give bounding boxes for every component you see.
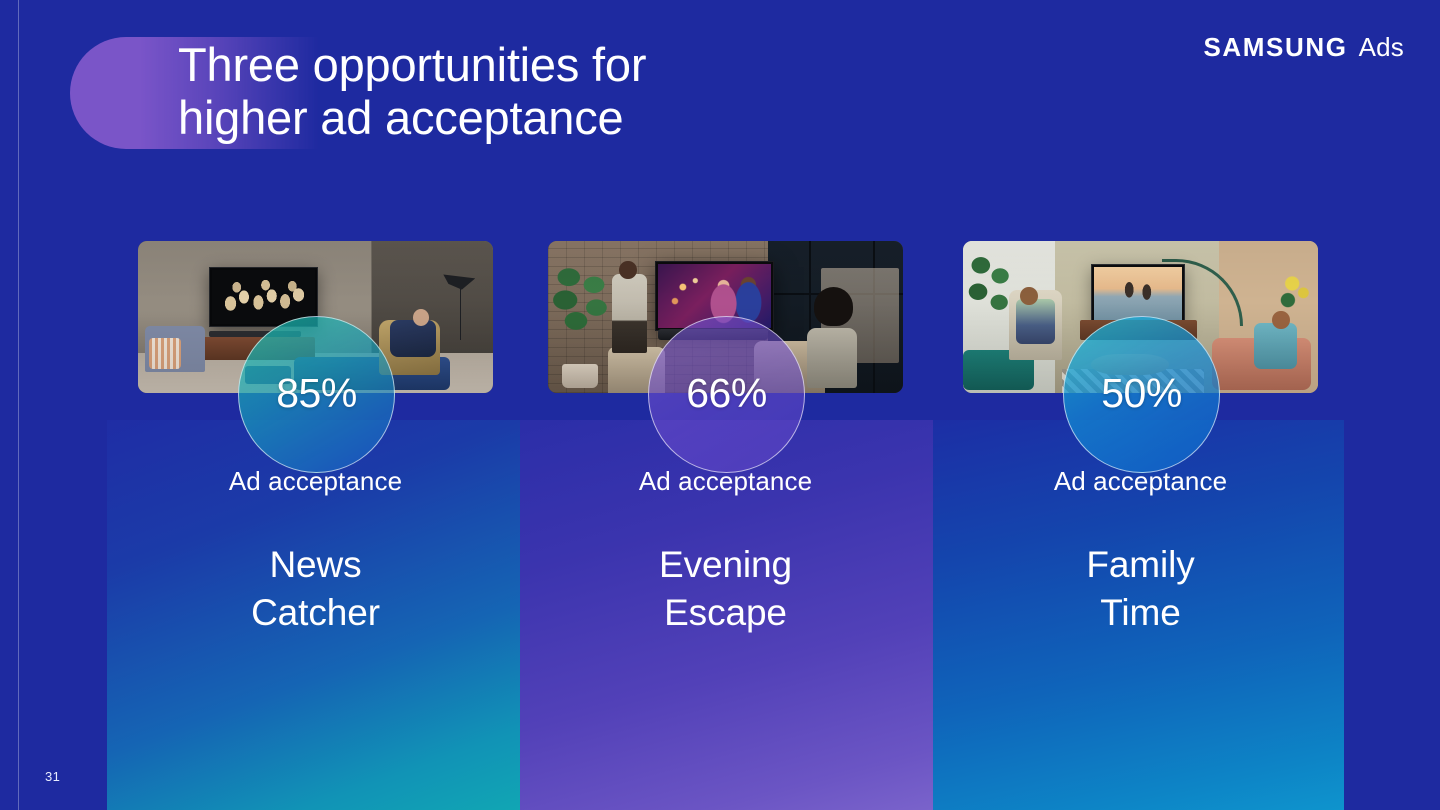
card-family-time[interactable]: 50% Ad acceptance Family Time <box>963 241 1318 633</box>
card-title-line-2: Time <box>1100 592 1181 634</box>
stat-value: 85% <box>276 370 357 416</box>
card-title-family-time: Family Time <box>963 541 1318 637</box>
gradient-panel-news-catcher <box>107 420 520 810</box>
card-title-line-1: Family <box>1086 544 1195 585</box>
tv-icon <box>209 266 318 327</box>
stat-bubble-evening-escape: 66% <box>648 316 805 473</box>
stat-label-news-catcher: Ad acceptance <box>228 466 403 496</box>
brand-samsung-wordmark: SAMSUNG <box>1203 32 1348 62</box>
stat-value: 66% <box>686 370 767 416</box>
samsung-ads-logo: SAMSUNG Ads <box>1203 32 1404 63</box>
card-title-line-1: Evening <box>658 544 792 585</box>
card-news-catcher[interactable]: 85% Ad acceptance News Catcher <box>138 241 493 633</box>
card-title-line-2: Catcher <box>251 592 380 634</box>
stat-bubble-family-time: 50% <box>1063 316 1220 473</box>
card-title-evening-escape: Evening Escape <box>548 541 903 637</box>
card-title-line-2: Escape <box>664 592 787 634</box>
page-title-line-1: Three opportunities for <box>178 38 647 91</box>
gradient-panels <box>0 420 1440 810</box>
page-title-line-2: higher ad acceptance <box>178 90 624 144</box>
card-title-news-catcher: News Catcher <box>138 541 493 637</box>
gradient-panel-evening-escape <box>520 420 933 810</box>
stat-value: 50% <box>1101 370 1182 416</box>
page-number: 31 <box>45 769 61 784</box>
card-evening-escape[interactable]: 66% Ad acceptance Evening Escape <box>548 241 903 633</box>
stat-label-family-time: Ad acceptance <box>1053 466 1228 496</box>
stat-label-evening-escape: Ad acceptance <box>638 466 813 496</box>
tv-icon <box>1090 263 1186 327</box>
page-title: Three opportunities for higher ad accept… <box>178 38 998 144</box>
card-title-line-1: News <box>269 544 362 585</box>
gradient-panel-family-time <box>933 420 1344 810</box>
left-margin-rule <box>18 0 19 810</box>
brand-ads-wordmark: Ads <box>1358 32 1404 62</box>
title-accent-pill <box>70 37 320 149</box>
stat-bubble-news-catcher: 85% <box>238 316 395 473</box>
